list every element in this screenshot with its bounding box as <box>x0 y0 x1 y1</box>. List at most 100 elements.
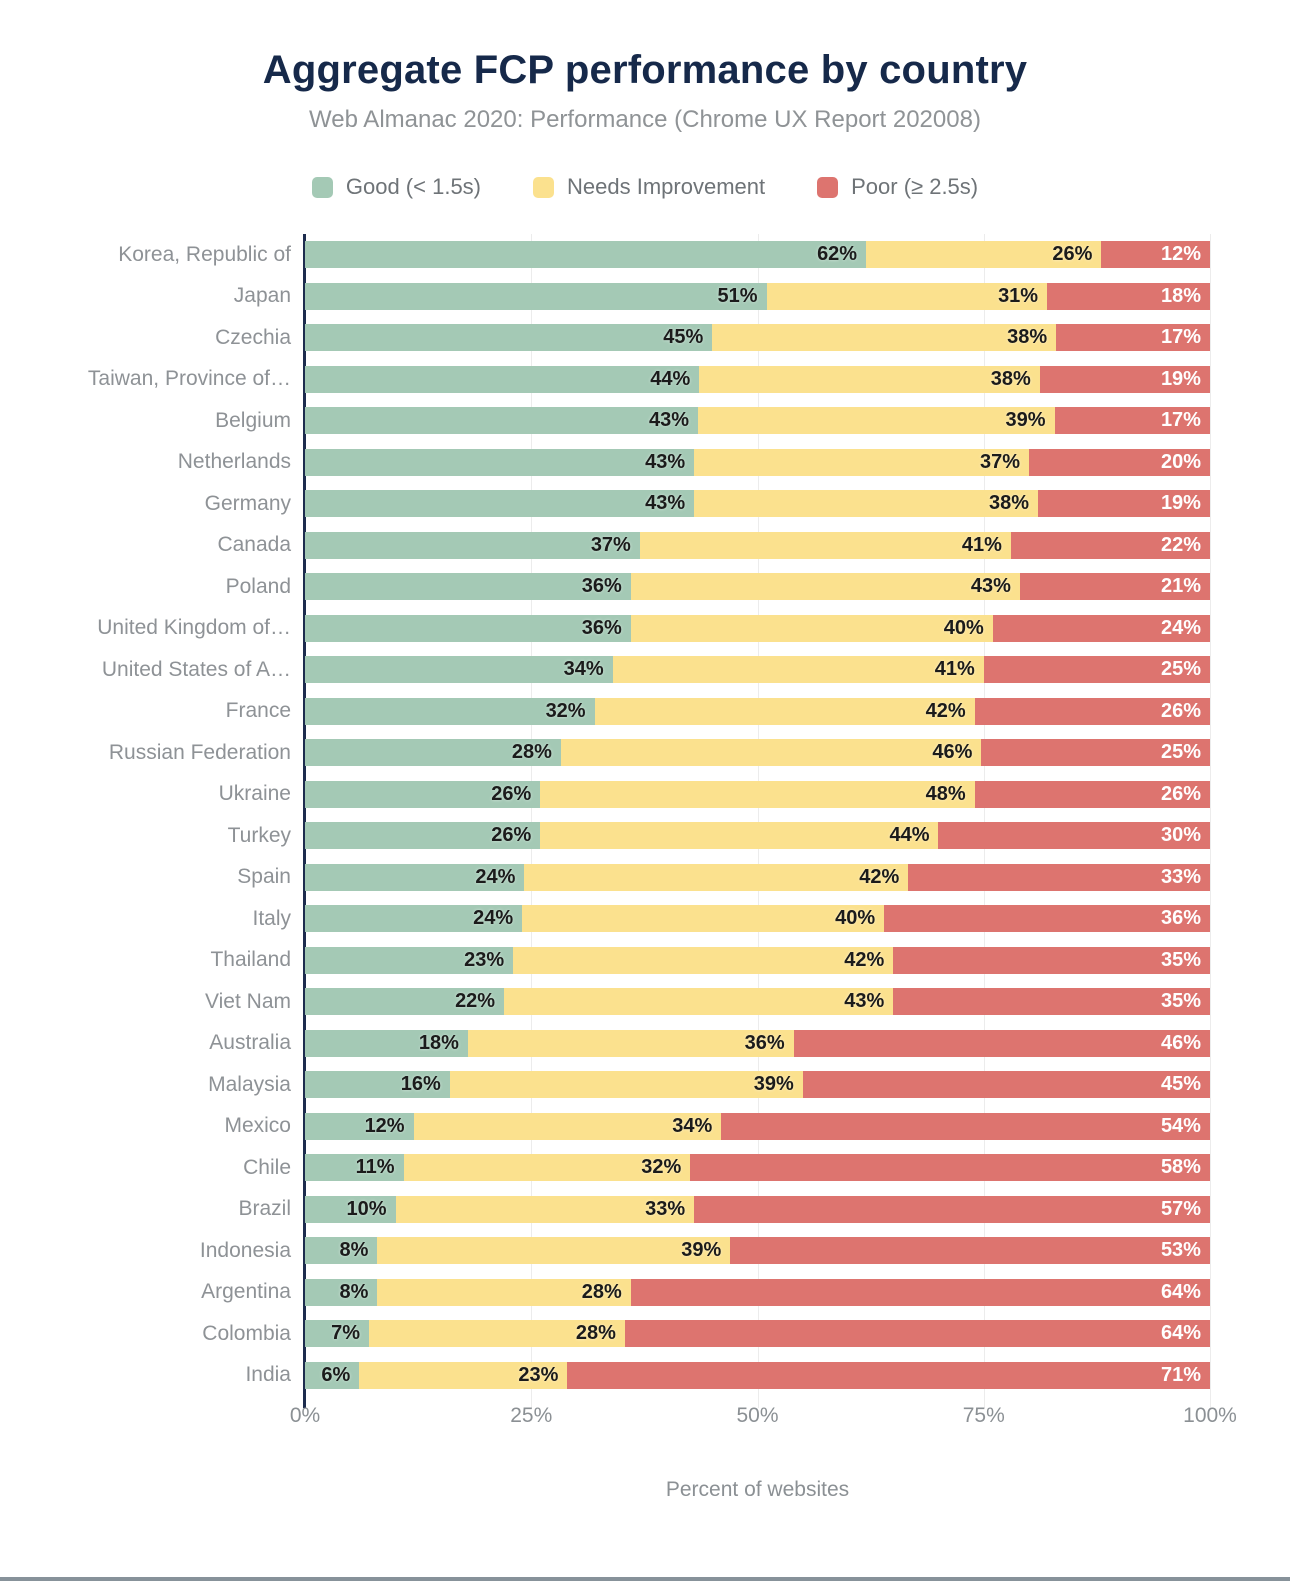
country-label: Malaysia <box>208 1072 291 1096</box>
bar-segment-good: 32% <box>305 697 595 725</box>
legend-label-needs-improvement: Needs Improvement <box>567 174 766 199</box>
bar-track: 23% 42% 35% <box>305 946 1210 974</box>
bar-segment-needs-improvement: 39% <box>377 1237 731 1265</box>
segment-value-label: 20% <box>1160 450 1201 473</box>
x-axis-ticks: 0% 25% 50% 75% 100% <box>290 1404 1237 1432</box>
x-axis-title: Percent of websites <box>665 1478 850 1501</box>
bar-row: Mexico 12% 34% 54% <box>0 1106 1290 1148</box>
bar-segment-poor: 19% <box>1038 490 1210 518</box>
bar-segment-poor: 12% <box>1101 241 1210 269</box>
country-label: Taiwan, Province of… <box>87 367 291 391</box>
x-tick-label: 25% <box>510 1404 553 1427</box>
bar-segment-needs-improvement: 46% <box>560 739 982 767</box>
segment-value-label: 44% <box>650 367 691 390</box>
bar-row: Indonesia 8% 39% 53% <box>0 1230 1290 1272</box>
bar-track: 22% 43% 35% <box>305 988 1210 1016</box>
bar-row: Russian Federation 28% 46% 25% <box>0 732 1290 774</box>
bar-row: Czechia 45% 38% 17% <box>0 317 1290 359</box>
bar-row: Ukraine 26% 48% 26% <box>0 774 1290 816</box>
bar-track: 8% 28% 64% <box>305 1278 1210 1306</box>
gridline <box>531 234 533 1408</box>
segment-value-label: 26% <box>1160 699 1201 722</box>
segment-value-label: 45% <box>663 326 704 349</box>
segment-value-label: 26% <box>1052 243 1093 266</box>
bottom-border <box>0 1577 1290 1581</box>
good-swatch-icon <box>311 176 333 198</box>
bar-row: Thailand 23% 42% 35% <box>0 940 1290 982</box>
segment-value-label: 8% <box>339 1280 369 1303</box>
bar-track: 37% 41% 22% <box>305 531 1210 559</box>
segment-value-label: 19% <box>1160 492 1201 515</box>
bar-segment-poor: 57% <box>694 1195 1210 1223</box>
bar-segment-poor: 21% <box>1019 573 1210 601</box>
gridline <box>1210 234 1211 1408</box>
bar-segment-needs-improvement: 41% <box>639 531 1011 559</box>
segment-value-label: 43% <box>649 409 690 432</box>
bar-track: 51% 31% 18% <box>305 282 1210 310</box>
segment-value-label: 48% <box>925 782 966 805</box>
bar-segment-good: 36% <box>305 614 631 642</box>
bar-segment-needs-improvement: 40% <box>522 905 885 933</box>
bar-row: Japan 51% 31% 18% <box>0 276 1290 318</box>
segment-value-label: 26% <box>491 824 532 847</box>
bar-segment-good: 44% <box>305 365 700 393</box>
country-label: Canada <box>217 533 291 557</box>
bar-segment-poor: 53% <box>730 1237 1210 1265</box>
gridline <box>757 234 759 1408</box>
country-label: Thailand <box>210 948 291 972</box>
segment-value-label: 35% <box>1160 990 1201 1013</box>
country-label: Germany <box>204 491 291 515</box>
bar-segment-needs-improvement: 42% <box>513 946 894 974</box>
bar-segment-poor: 35% <box>893 946 1210 974</box>
bar-segment-needs-improvement: 38% <box>712 324 1057 352</box>
bar-segment-needs-improvement: 43% <box>630 573 1020 601</box>
bar-segment-good: 43% <box>305 490 695 518</box>
segment-value-label: 36% <box>581 616 622 639</box>
segment-value-label: 17% <box>1160 326 1201 349</box>
segment-value-label: 53% <box>1160 1239 1201 1262</box>
legend-item-good: Good (< 1.5s) <box>311 174 481 200</box>
x-tick-label: 100% <box>1183 1404 1237 1427</box>
segment-value-label: 39% <box>1005 409 1046 432</box>
plot-background <box>303 234 1211 1408</box>
bar-segment-good: 10% <box>305 1195 396 1223</box>
bar-track: 7% 28% 64% <box>305 1320 1210 1348</box>
bar-row: Germany 43% 38% 19% <box>0 483 1290 525</box>
segment-value-label: 45% <box>1160 1073 1201 1096</box>
bar-segment-needs-improvement: 42% <box>524 863 909 891</box>
bar-segment-needs-improvement: 33% <box>395 1195 695 1223</box>
bar-track: 43% 37% 20% <box>305 448 1210 476</box>
x-tick-label: 50% <box>736 1404 779 1427</box>
bar-row: United Kingdom of… 36% 40% 24% <box>0 608 1290 650</box>
legend-item-poor: Poor (≥ 2.5s) <box>817 174 978 200</box>
bar-track: 8% 39% 53% <box>305 1237 1210 1265</box>
chart-title: Aggregate FCP performance by country <box>262 48 1028 92</box>
segment-value-label: 41% <box>934 658 975 681</box>
country-label: Russian Federation <box>108 740 291 764</box>
segment-value-label: 33% <box>645 1197 686 1220</box>
segment-value-label: 32% <box>641 1156 682 1179</box>
stacked-bar-chart: Korea, Republic of 62% 26% 12% Japan 51% 31% 18… <box>0 234 1290 1502</box>
bar-row: Viet Nam 22% 43% 35% <box>0 981 1290 1023</box>
segment-value-label: 11% <box>355 1156 395 1179</box>
bar-segment-poor: 58% <box>690 1154 1210 1182</box>
needs-improvement-swatch-icon <box>533 176 555 198</box>
legend: Good (< 1.5s) Needs Improvement Poor (≥ … <box>0 174 1290 200</box>
y-axis-line <box>303 234 306 1408</box>
bar-segment-poor: 33% <box>908 863 1210 891</box>
bar-segment-needs-improvement: 34% <box>413 1112 722 1140</box>
country-label: Japan <box>233 284 291 308</box>
segment-value-label: 62% <box>817 243 858 266</box>
bar-segment-good: 45% <box>305 324 713 352</box>
bar-segment-good: 12% <box>305 1112 414 1140</box>
bar-track: 24% 42% 33% <box>305 863 1210 891</box>
bar-segment-needs-improvement: 28% <box>368 1320 625 1348</box>
segment-value-label: 36% <box>1160 907 1201 930</box>
bar-track: 28% 46% 25% <box>305 739 1210 767</box>
bar-track: 6% 23% 71% <box>305 1361 1210 1389</box>
segment-value-label: 25% <box>1160 741 1201 764</box>
bar-row: Malaysia 16% 39% 45% <box>0 1064 1290 1106</box>
bar-track: 43% 39% 17% <box>305 407 1210 435</box>
x-tick-label: 0% <box>289 1404 321 1427</box>
